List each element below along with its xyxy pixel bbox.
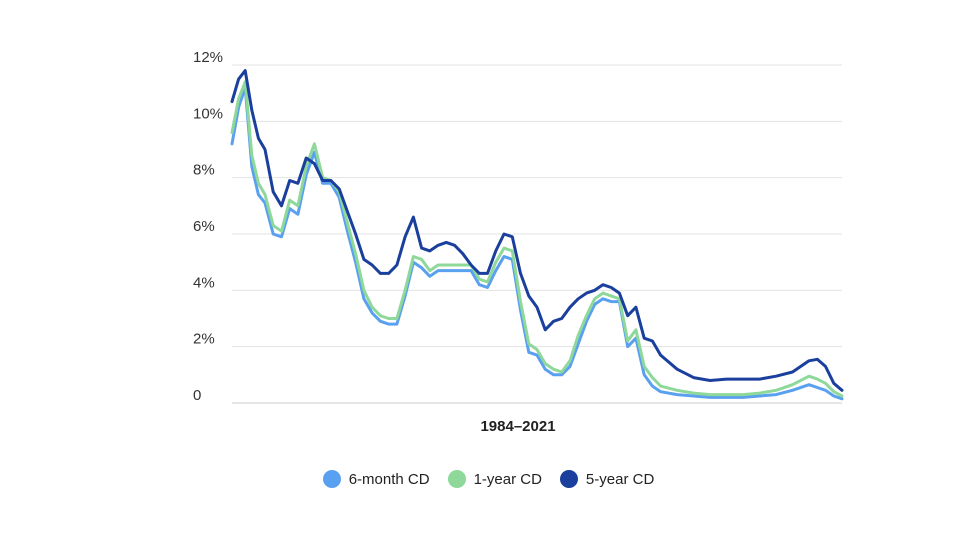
legend-label: 5-year CD <box>585 470 655 488</box>
y-tick-label: 10% <box>193 105 223 122</box>
legend: 6-month CD 1-year CD 5-year CD <box>0 470 977 488</box>
legend-marker <box>447 470 466 488</box>
y-tick-label: 4% <box>193 274 215 291</box>
y-tick-label: 12% <box>193 49 223 66</box>
legend-item-1-year-cd: 1-year CD <box>447 470 542 488</box>
y-tick-label: 2% <box>193 331 215 348</box>
y-tick-label: 6% <box>193 218 215 235</box>
y-tick-label: 0 <box>193 387 201 404</box>
series-line-6-month-cd <box>230 86 844 401</box>
legend-label: 6-month CD <box>348 470 430 488</box>
legend-marker <box>559 470 578 488</box>
y-tick-label: 8% <box>193 162 215 179</box>
x-axis-label: 1984–2021 <box>480 418 555 435</box>
series-line-1-year-cd <box>230 80 844 398</box>
gridlines <box>232 64 842 404</box>
legend-item-5-year-cd: 5-year CD <box>559 470 655 488</box>
legend-marker <box>322 470 341 488</box>
series-line-5-year-cd <box>230 69 844 392</box>
legend-item-6-month-cd: 6-month CD <box>322 470 430 488</box>
series-lines <box>230 69 844 401</box>
y-axis-ticks: 0 2% 4% 6% 8% 10% 12% <box>193 49 223 404</box>
legend-label: 1-year CD <box>473 470 542 488</box>
